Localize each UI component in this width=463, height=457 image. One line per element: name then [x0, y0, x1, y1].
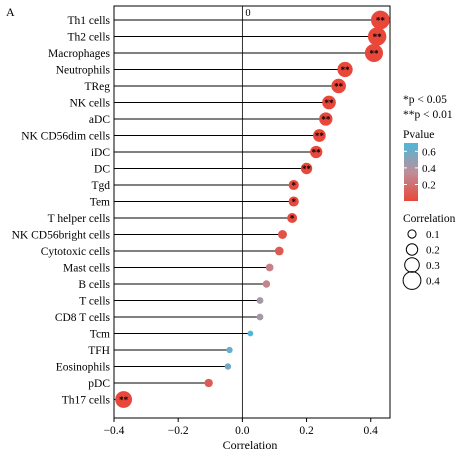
significance-label: ** — [373, 32, 383, 42]
y-tick-label: Th17 cells — [62, 395, 111, 407]
y-tick-label: NK CD56bright cells — [12, 230, 111, 242]
y-tick-label: Tcm — [90, 329, 110, 341]
lollipop-dot — [256, 313, 264, 321]
y-tick-label: NK CD56dim cells — [21, 131, 110, 143]
y-tick-label: pDC — [88, 378, 110, 390]
pvalue-tick-label: 0.2 — [422, 179, 436, 191]
x-tick-label: 0.4 — [364, 425, 379, 437]
x-tick-label: 0.0 — [235, 425, 250, 437]
lollipop-dot — [319, 112, 333, 126]
y-tick-label: TReg — [84, 81, 110, 93]
lollipop-dot — [277, 230, 287, 239]
legend: *p < 0.05 **p < 0.01 Pvalue 0.6 0.4 0.2 Co… — [402, 94, 456, 290]
significance-label: * — [291, 197, 296, 207]
lollipop-dot — [288, 196, 299, 207]
size-legend-label: 0.1 — [426, 229, 440, 241]
size-legend-circle — [404, 257, 420, 273]
pvalue-colorbar-ticks: 0.6 0.4 0.2 — [404, 146, 436, 191]
lollipop-dot — [310, 145, 323, 159]
size-legend: 0.1 0.2 0.3 0.4 — [402, 229, 440, 290]
significance-label: ** — [341, 65, 351, 75]
size-legend-label: 0.3 — [426, 260, 440, 272]
lollipop-dot — [337, 61, 353, 78]
x-tick-label: −0.2 — [168, 425, 189, 437]
significance-label: ** — [315, 131, 325, 141]
significance-label: ** — [302, 164, 312, 174]
lollipop-dots: ************************* — [115, 10, 390, 408]
significance-label: ** — [321, 115, 331, 125]
y-tick-label: Mast cells — [63, 263, 110, 275]
y-tick-label: DC — [94, 164, 110, 176]
lollipop-dot — [322, 95, 336, 110]
significance-label: * — [291, 181, 296, 191]
lollipop-dot — [265, 263, 274, 272]
pvalue-colorbar — [404, 143, 418, 201]
significance-label: ** — [334, 82, 344, 92]
lollipop-dot — [370, 10, 390, 30]
significance-label: ** — [325, 98, 335, 108]
significance-label: ** — [312, 148, 322, 158]
lollipop-dot — [367, 27, 387, 46]
zero-line-group: 0 — [241, 6, 251, 418]
lollipop-dot — [204, 378, 213, 388]
lollipop-dot — [256, 297, 264, 304]
lollipop-dot — [313, 129, 326, 142]
lollipop-dot — [274, 246, 284, 256]
x-tick-label: 0.2 — [299, 425, 314, 437]
y-tick-label: B cells — [78, 279, 110, 291]
lollipop-dot — [224, 363, 232, 370]
size-legend-label: 0.2 — [426, 245, 440, 257]
y-tick-label: Eosinophils — [56, 362, 111, 374]
y-tick-label: Th1 cells — [68, 15, 111, 27]
y-tick-label: Tem — [90, 197, 110, 209]
plot-frame — [113, 5, 391, 419]
panel-label: A — [6, 5, 15, 19]
significance-label: ** — [119, 395, 129, 405]
zero-line-label: 0 — [245, 8, 250, 19]
lollipop-dot — [300, 162, 313, 175]
x-tick-label: −0.4 — [104, 425, 125, 437]
size-legend-circle — [405, 243, 419, 256]
correlation-legend-title: Correlation — [403, 213, 456, 225]
y-tick-label: Tgd — [91, 180, 110, 192]
lollipop-dot — [262, 280, 271, 288]
lollipop-dot — [247, 330, 254, 337]
lollipop-dot — [115, 391, 133, 408]
lollipop-dot — [331, 78, 346, 94]
size-legend-circle — [402, 271, 422, 290]
lollipop-dot — [364, 43, 384, 63]
y-tick-label: Cytotoxic cells — [41, 246, 111, 258]
significance-label: ** — [376, 16, 386, 26]
y-tick-label: Th2 cells — [68, 32, 111, 44]
y-tick-label: CD8 T cells — [55, 312, 111, 324]
significance-label: ** — [369, 49, 379, 59]
lollipop-dot — [288, 179, 299, 191]
legend-sig-double: **p < 0.01 — [403, 109, 453, 121]
x-axis-title: Correlation — [223, 438, 278, 452]
size-legend-label: 0.4 — [426, 276, 440, 288]
pvalue-tick-label: 0.4 — [422, 163, 436, 175]
y-tick-label: aDC — [89, 114, 110, 126]
size-legend-circle — [407, 229, 417, 239]
y-tick-label: T cells — [79, 296, 110, 308]
pvalue-legend-title: Pvalue — [403, 129, 434, 141]
pvalue-tick-label: 0.6 — [422, 146, 436, 158]
y-axis-labels: Th1 cells Th2 cells Macrophages Neutrophils… — [12, 15, 111, 407]
y-tick-label: Macrophages — [48, 48, 110, 60]
y-tick-label: TFH — [88, 345, 110, 357]
lollipop-dot — [287, 213, 298, 223]
y-tick-label: NK cells — [69, 98, 110, 110]
y-tick-label: Neutrophils — [56, 65, 111, 77]
y-tick-label: iDC — [91, 147, 111, 159]
lollipop-stems — [114, 19, 381, 400]
legend-sig-single: *p < 0.05 — [403, 94, 447, 106]
significance-label: * — [290, 214, 295, 224]
lollipop-dot — [226, 346, 233, 354]
y-tick-label: T helper cells — [48, 213, 111, 225]
x-axis: −0.4 −0.2 0.0 0.2 0.4 — [104, 418, 379, 437]
